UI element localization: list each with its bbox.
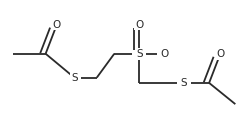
- Text: O: O: [215, 49, 224, 59]
- Text: O: O: [52, 20, 61, 30]
- Text: S: S: [180, 78, 187, 88]
- Text: S: S: [71, 73, 77, 83]
- Text: O: O: [134, 20, 143, 30]
- Text: S: S: [135, 49, 142, 59]
- Text: O: O: [160, 49, 168, 59]
